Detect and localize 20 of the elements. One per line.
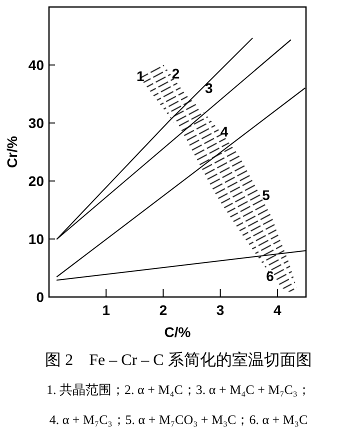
y-tick-label: 40 xyxy=(28,57,44,73)
y-axis-title: Cr/% xyxy=(4,136,20,168)
y-tick-label: 30 xyxy=(28,115,44,131)
x-tick-label: 1 xyxy=(102,302,110,318)
x-tick-label: 2 xyxy=(159,302,168,318)
text: 图 2 Fe – Cr – C 系简化的室温切面图 xyxy=(45,351,312,369)
annotation: 2 xyxy=(172,66,180,82)
annotation: 3 xyxy=(205,80,214,96)
y-tick-label: 10 xyxy=(28,231,44,247)
text: 4. α + M₇C₃；5. α + M₇CO₃ + M₃C；6. α + M₃C xyxy=(49,412,308,427)
y-tick-label: 20 xyxy=(28,173,44,189)
annotation: 4 xyxy=(220,124,228,140)
text: 1. 共晶范围；2. α + M₄C；3. α + M₄C + M₇C₃； xyxy=(46,382,310,397)
y-tick-label: 0 xyxy=(36,289,44,305)
x-axis-title: C/% xyxy=(164,324,192,340)
x-tick-label: 4 xyxy=(274,302,282,318)
annotation: 1 xyxy=(136,68,144,84)
annotation: 6 xyxy=(266,268,274,284)
annotation: 5 xyxy=(262,186,270,203)
x-tick-label: 3 xyxy=(216,302,224,318)
